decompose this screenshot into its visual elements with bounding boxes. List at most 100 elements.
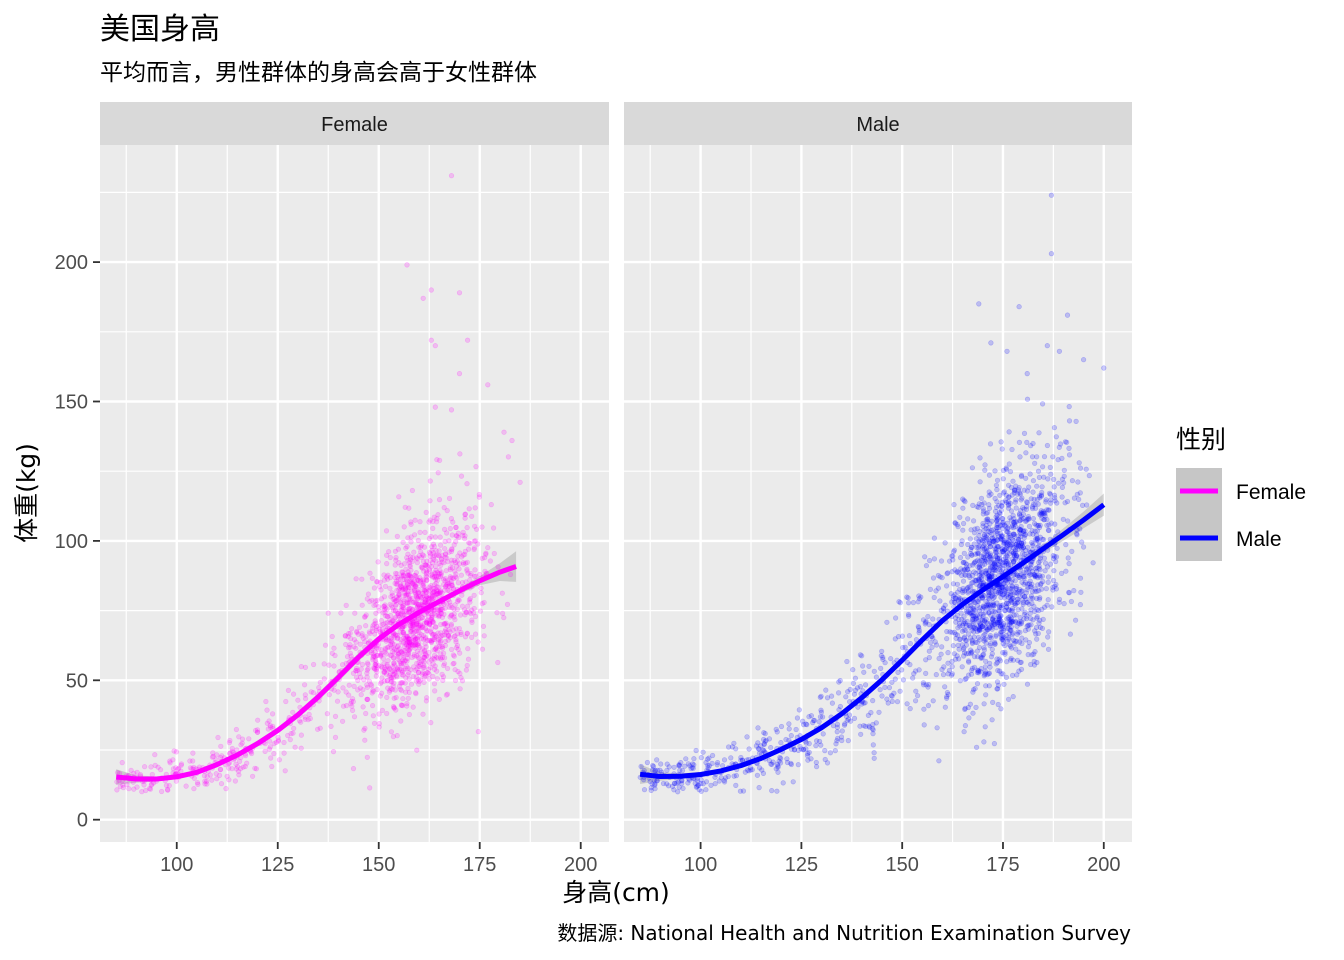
point [391,675,397,681]
point [992,534,998,540]
point [402,592,408,598]
point [367,570,373,576]
point [1034,537,1040,544]
point [845,689,851,695]
point [447,565,453,571]
point [962,499,968,505]
point [226,739,232,746]
point [971,530,978,536]
point [974,648,981,654]
point [401,667,407,673]
point [420,577,426,583]
point [975,544,982,551]
point [423,618,430,624]
point [978,557,984,563]
point [350,765,357,772]
point [1030,440,1036,447]
point [410,630,416,636]
point [388,679,394,685]
point [393,570,399,576]
point [961,627,967,633]
point [1004,580,1010,586]
point [218,781,225,787]
point [410,673,416,680]
point [390,604,396,611]
point [970,710,976,716]
point [398,702,405,708]
point [413,636,419,642]
point [1013,554,1019,560]
x-tick-label: 100 [684,854,717,876]
point [803,746,809,752]
x-tick-label: 150 [362,854,395,876]
point [1020,515,1027,522]
point [382,620,388,626]
point [1000,467,1007,474]
point [438,602,444,609]
point [438,633,444,639]
point [311,661,317,668]
point [994,499,1000,505]
point [395,656,401,662]
point [451,557,458,563]
point [378,653,384,659]
point [951,599,957,605]
point [370,713,376,719]
point [981,636,987,642]
point [944,636,950,642]
point [1034,615,1040,621]
point [1052,583,1058,589]
point [916,593,922,599]
point [986,591,992,598]
point [119,759,125,766]
point [828,693,835,699]
point [391,667,398,674]
point [411,588,417,594]
point [884,619,890,625]
point [987,520,993,527]
point [455,631,461,637]
point [1008,484,1014,491]
point [445,637,451,643]
point [453,644,460,651]
point [974,654,981,660]
point [817,694,823,700]
point [340,685,346,691]
point [1015,599,1021,605]
point [427,587,433,593]
point [384,710,390,717]
point [403,577,410,583]
point [719,763,726,769]
point [361,727,367,733]
point [998,536,1004,542]
point [440,643,446,650]
point [396,587,402,593]
point [959,588,966,594]
point [737,788,744,794]
point [371,585,378,591]
point [391,616,398,622]
point [993,546,999,552]
point [957,514,963,520]
point [415,654,421,660]
point [399,667,405,674]
point [986,502,992,508]
point [822,747,828,754]
point [1024,681,1031,687]
point [400,648,407,654]
point [1035,468,1042,474]
point [949,569,955,575]
point [331,687,337,693]
point [400,655,407,661]
point [428,595,435,601]
point [777,754,783,761]
point [423,644,429,650]
point [329,650,335,656]
point [413,640,419,646]
point [824,760,831,766]
point [453,533,459,539]
point [400,657,406,663]
point [387,652,393,658]
point [424,563,430,569]
point [744,767,751,773]
